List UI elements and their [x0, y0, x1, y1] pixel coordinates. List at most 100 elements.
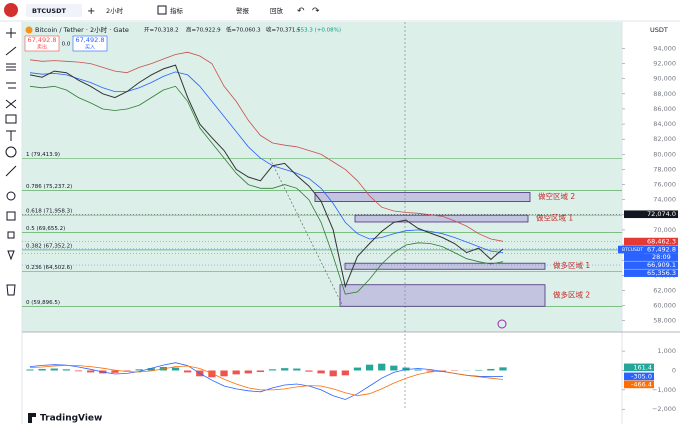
sell-price[interactable]: 67,492.8 [28, 36, 57, 44]
price-label: 66,909.1 [647, 261, 676, 269]
price-label: 68,462.3 [647, 238, 676, 246]
add-symbol[interactable]: + [87, 6, 95, 17]
y-tick-label: 94,000 [653, 44, 676, 52]
y-tick-label: 90,000 [653, 75, 676, 83]
y-tick-label: 86,000 [653, 105, 676, 113]
histogram-bar [475, 370, 482, 371]
histogram-bar [38, 369, 45, 371]
price-label: 72,074.0 [647, 210, 676, 218]
histogram-bar [184, 370, 191, 372]
brand-logo [28, 413, 36, 423]
drawing-tools[interactable] [6, 28, 16, 295]
price-label: 65,356.3 [647, 269, 676, 277]
y-tick-label: 74,000 [653, 196, 676, 204]
buy-price[interactable]: 67,492.8 [76, 36, 105, 44]
histogram-bar [330, 370, 337, 376]
icon-tool[interactable] [6, 147, 16, 157]
y-tick-label: 76,000 [653, 181, 676, 189]
y-tick-label: 1,000 [657, 347, 676, 355]
magnet-tool[interactable] [7, 212, 15, 220]
redo[interactable]: ↷ [312, 7, 320, 17]
histogram-bar [342, 370, 349, 375]
fib-label: 0.236 (64,502.6) [26, 265, 72, 271]
y-tick-label: 0 [672, 366, 676, 374]
zone [315, 193, 530, 202]
zoom-tool[interactable] [7, 192, 15, 200]
open: 开=70,318.2 [144, 27, 179, 34]
y-tick-label: 82,000 [653, 135, 676, 143]
axis-unit: USDT [650, 26, 668, 34]
low: 低=70,060.3 [226, 26, 261, 34]
forecast-tool[interactable] [6, 100, 16, 108]
histogram-bar [293, 369, 300, 371]
histogram-bar [414, 370, 421, 371]
histogram-bar [427, 370, 434, 371]
histogram-bar [487, 369, 494, 371]
histogram-bar [208, 370, 215, 377]
y-tick-label: 88,000 [653, 90, 676, 98]
replay[interactable]: 回放 [270, 6, 284, 15]
y-tick-label: 84,000 [653, 120, 676, 128]
spread: 0.0 [62, 42, 71, 48]
macd-label: 161.4 [633, 363, 652, 371]
y-tick-label: 92,000 [653, 60, 676, 68]
alert[interactable]: 警报 [236, 6, 250, 15]
buy-label[interactable]: 买入 [85, 44, 95, 51]
histogram-bar [366, 365, 373, 371]
symbol[interactable]: BTCUSDT [32, 7, 67, 15]
fib-label: 0 (59,896.5) [26, 300, 60, 306]
change: +53.3 (+0.08%) [296, 28, 341, 34]
macd-label: -305.0 [631, 372, 652, 380]
histogram-bar [172, 368, 179, 371]
histogram-bar [87, 370, 94, 372]
zone-label: 做多区域 2 [553, 290, 590, 300]
zone [340, 285, 545, 307]
sell-label[interactable]: 卖出 [37, 44, 47, 51]
zone [345, 263, 545, 269]
fib-label: 1 (79,413.9) [26, 152, 60, 158]
histogram-bar [305, 370, 312, 371]
macd-label: -466.4 [631, 380, 652, 388]
histogram-bar [354, 368, 361, 371]
histogram-bar [233, 370, 240, 374]
histogram-bar [269, 369, 276, 370]
trendline-tool[interactable] [6, 47, 16, 55]
countdown: 28:09 [652, 253, 671, 261]
y-tick-label: 62,000 [653, 286, 676, 294]
y-tick-label: −1,000 [652, 386, 676, 394]
visibility-tool[interactable] [8, 251, 14, 259]
indicator-icon[interactable] [158, 6, 166, 14]
y-tick-label: 80,000 [653, 150, 676, 158]
indicators[interactable]: 指标 [170, 6, 184, 15]
fib-tool[interactable] [6, 64, 16, 70]
y-tick-label: 70,000 [653, 226, 676, 234]
histogram-bar [245, 370, 252, 373]
histogram-bar [26, 370, 33, 371]
histogram-bar [111, 370, 118, 372]
histogram-bar [390, 366, 397, 371]
text-tool[interactable] [6, 131, 16, 141]
symbol-tag-text: BTCUSDT [622, 247, 643, 253]
histogram-bar [378, 364, 385, 371]
y-tick-label: 58,000 [653, 317, 676, 325]
fib-label: 0.618 (71,958.3) [26, 209, 72, 215]
histogram-bar [281, 368, 288, 370]
avatar[interactable] [4, 3, 18, 17]
interval[interactable]: 2小时 [106, 6, 124, 15]
chart-title: Bitcoin / Tether · 2小时 · Gate [35, 25, 129, 34]
measure-tool[interactable] [6, 166, 16, 176]
pattern-tool[interactable] [6, 83, 16, 88]
histogram-bar [136, 369, 143, 370]
histogram-bar [257, 370, 264, 372]
undo[interactable]: ↶ [297, 7, 305, 17]
lock-tool[interactable] [8, 232, 14, 238]
y-tick-label: 60,000 [653, 302, 676, 310]
trash-tool[interactable] [7, 285, 15, 295]
symbol-icon [26, 27, 33, 34]
fib-label: 0.786 (75,237.2) [26, 184, 72, 190]
crosshair-tool[interactable] [6, 28, 16, 38]
shape-tool[interactable] [6, 115, 16, 123]
zone-label: 做空区域 2 [538, 191, 575, 201]
y-tick-label: −2,000 [652, 405, 676, 413]
